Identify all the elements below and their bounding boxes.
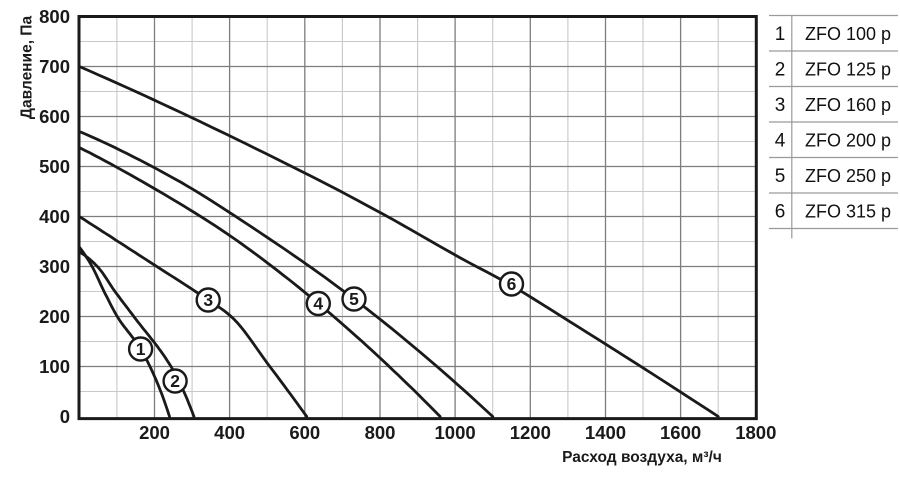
svg-text:1400: 1400 [585,422,626,443]
svg-text:1600: 1600 [660,422,701,443]
svg-text:ZFO 160 p: ZFO 160 p [805,95,891,115]
svg-text:6: 6 [775,201,786,222]
svg-text:800: 800 [365,422,396,443]
svg-text:1800: 1800 [735,422,776,443]
svg-text:Давление, Па: Давление, Па [19,16,36,120]
svg-text:ZFO 200 p: ZFO 200 p [805,130,891,150]
svg-text:200: 200 [139,422,170,443]
svg-text:ZFO 100 p: ZFO 100 p [805,24,891,44]
svg-text:2: 2 [170,371,180,391]
svg-text:Расход воздуха, м³/ч: Расход воздуха, м³/ч [562,449,722,466]
svg-text:0: 0 [60,406,70,427]
svg-text:6: 6 [507,274,517,294]
svg-text:4: 4 [313,294,323,314]
svg-text:300: 300 [39,256,70,277]
svg-text:ZFO 315 p: ZFO 315 p [805,201,891,221]
svg-text:3: 3 [775,95,786,116]
svg-text:1: 1 [775,24,786,45]
svg-text:100: 100 [39,356,70,377]
svg-text:800: 800 [39,6,70,27]
svg-text:5: 5 [349,289,359,309]
svg-text:1000: 1000 [435,422,476,443]
svg-text:500: 500 [39,156,70,177]
svg-text:200: 200 [39,306,70,327]
svg-text:1: 1 [136,339,146,359]
svg-text:5: 5 [775,166,786,187]
svg-text:400: 400 [214,422,245,443]
svg-text:4: 4 [775,130,786,151]
svg-text:700: 700 [39,56,70,77]
svg-text:2: 2 [775,59,786,80]
svg-text:ZFO 250 p: ZFO 250 p [805,166,891,186]
svg-text:600: 600 [39,106,70,127]
svg-text:1200: 1200 [510,422,551,443]
svg-text:3: 3 [203,290,213,310]
svg-text:400: 400 [39,206,70,227]
svg-text:600: 600 [289,422,320,443]
svg-text:ZFO 125 p: ZFO 125 p [805,59,891,79]
